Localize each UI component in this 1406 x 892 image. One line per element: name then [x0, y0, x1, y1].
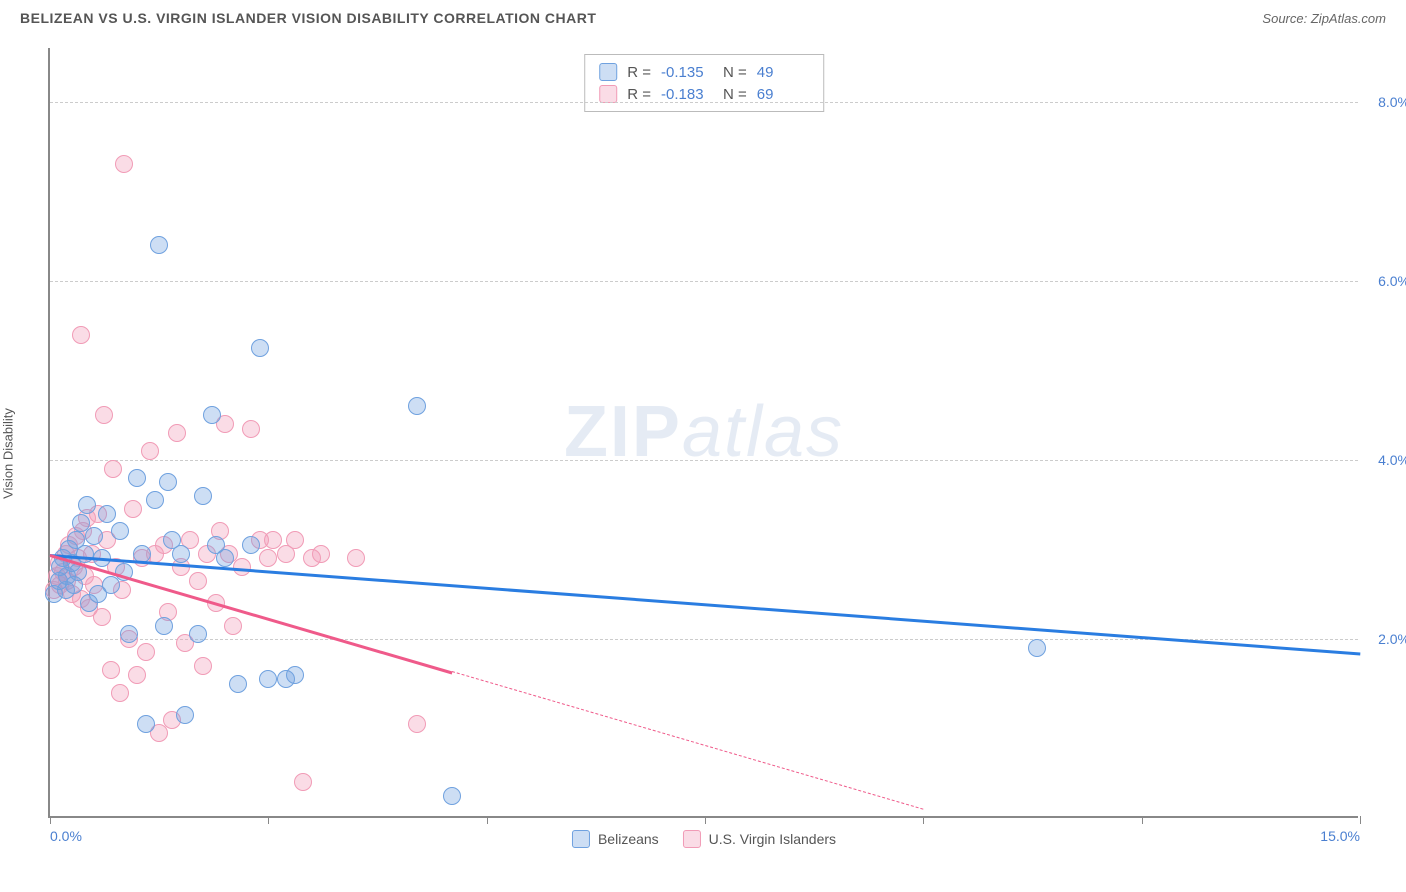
bottom-legend: Belizeans U.S. Virgin Islanders: [572, 830, 836, 848]
scatter-point-belizeans: [443, 787, 461, 805]
scatter-point-usvi: [95, 406, 113, 424]
scatter-point-belizeans: [111, 522, 129, 540]
header: BELIZEAN VS U.S. VIRGIN ISLANDER VISION …: [0, 0, 1406, 36]
x-tick: [923, 816, 924, 824]
scatter-point-belizeans: [203, 406, 221, 424]
scatter-point-usvi: [168, 424, 186, 442]
y-tick-label: 6.0%: [1378, 273, 1406, 289]
n-label: N =: [723, 64, 747, 81]
scatter-point-usvi: [102, 661, 120, 679]
n-value-belizeans: 49: [757, 64, 809, 81]
scatter-point-belizeans: [120, 625, 138, 643]
source-label: Source:: [1262, 11, 1307, 26]
scatter-point-usvi: [194, 657, 212, 675]
r-label: R =: [627, 86, 651, 103]
scatter-point-usvi: [224, 617, 242, 635]
scatter-point-usvi: [124, 500, 142, 518]
scatter-point-usvi: [347, 549, 365, 567]
scatter-point-belizeans: [172, 545, 190, 563]
x-tick: [705, 816, 706, 824]
scatter-point-belizeans: [85, 527, 103, 545]
x-tick: [487, 816, 488, 824]
scatter-point-belizeans: [216, 549, 234, 567]
x-tick: [1360, 816, 1361, 824]
scatter-point-belizeans: [229, 675, 247, 693]
stats-row-belizeans: R = -0.135 N = 49: [599, 61, 809, 83]
scatter-point-belizeans: [189, 625, 207, 643]
chart-container: BELIZEAN VS U.S. VIRGIN ISLANDER VISION …: [0, 0, 1406, 892]
scatter-point-usvi: [104, 460, 122, 478]
x-tick: [50, 816, 51, 824]
y-tick-label: 4.0%: [1378, 452, 1406, 468]
scatter-point-usvi: [72, 326, 90, 344]
y-axis-label: Vision Disability: [1, 408, 16, 499]
y-tick-label: 8.0%: [1378, 94, 1406, 110]
scatter-point-belizeans: [128, 469, 146, 487]
scatter-point-usvi: [286, 531, 304, 549]
y-tick-label: 2.0%: [1378, 631, 1406, 647]
scatter-point-belizeans: [150, 236, 168, 254]
x-tick-label: 15.0%: [1320, 828, 1360, 844]
scatter-point-usvi: [141, 442, 159, 460]
legend-item-usvi: U.S. Virgin Islanders: [683, 830, 836, 848]
x-tick-label: 0.0%: [50, 828, 82, 844]
scatter-point-usvi: [189, 572, 207, 590]
scatter-point-belizeans: [408, 397, 426, 415]
legend-swatch-belizeans: [572, 830, 590, 848]
n-value-usvi: 69: [757, 86, 809, 103]
gridline: [50, 102, 1358, 103]
scatter-point-usvi: [312, 545, 330, 563]
source-name: ZipAtlas.com: [1311, 11, 1386, 26]
scatter-point-belizeans: [102, 576, 120, 594]
legend-label-belizeans: Belizeans: [598, 831, 659, 847]
chart-plot-area: ZIPatlas R = -0.135 N = 49 R = -0.183 N …: [48, 48, 1358, 818]
scatter-point-usvi: [93, 608, 111, 626]
r-value-usvi: -0.183: [661, 86, 713, 103]
scatter-point-usvi: [259, 549, 277, 567]
swatch-usvi: [599, 85, 617, 103]
scatter-point-belizeans: [146, 491, 164, 509]
stats-legend-box: R = -0.135 N = 49 R = -0.183 N = 69: [584, 54, 824, 112]
scatter-point-usvi: [115, 155, 133, 173]
scatter-point-belizeans: [259, 670, 277, 688]
legend-item-belizeans: Belizeans: [572, 830, 659, 848]
scatter-point-belizeans: [194, 487, 212, 505]
n-label: N =: [723, 86, 747, 103]
scatter-point-belizeans: [251, 339, 269, 357]
x-tick: [1142, 816, 1143, 824]
scatter-point-belizeans: [76, 545, 94, 563]
trendline-usvi-dashed: [452, 671, 924, 810]
scatter-point-belizeans: [1028, 639, 1046, 657]
chart-title: BELIZEAN VS U.S. VIRGIN ISLANDER VISION …: [20, 10, 596, 26]
legend-swatch-usvi: [683, 830, 701, 848]
scatter-point-belizeans: [155, 617, 173, 635]
scatter-point-usvi: [128, 666, 146, 684]
gridline: [50, 460, 1358, 461]
scatter-point-belizeans: [159, 473, 177, 491]
source-attribution: Source: ZipAtlas.com: [1262, 11, 1386, 26]
scatter-point-belizeans: [286, 666, 304, 684]
scatter-point-usvi: [242, 420, 260, 438]
swatch-belizeans: [599, 63, 617, 81]
scatter-point-usvi: [408, 715, 426, 733]
legend-label-usvi: U.S. Virgin Islanders: [709, 831, 836, 847]
scatter-point-usvi: [294, 773, 312, 791]
scatter-point-belizeans: [137, 715, 155, 733]
r-label: R =: [627, 64, 651, 81]
scatter-point-belizeans: [98, 505, 116, 523]
scatter-point-belizeans: [176, 706, 194, 724]
x-tick: [268, 816, 269, 824]
scatter-point-belizeans: [78, 496, 96, 514]
scatter-point-usvi: [111, 684, 129, 702]
scatter-point-usvi: [137, 643, 155, 661]
scatter-point-belizeans: [242, 536, 260, 554]
gridline: [50, 281, 1358, 282]
r-value-belizeans: -0.135: [661, 64, 713, 81]
